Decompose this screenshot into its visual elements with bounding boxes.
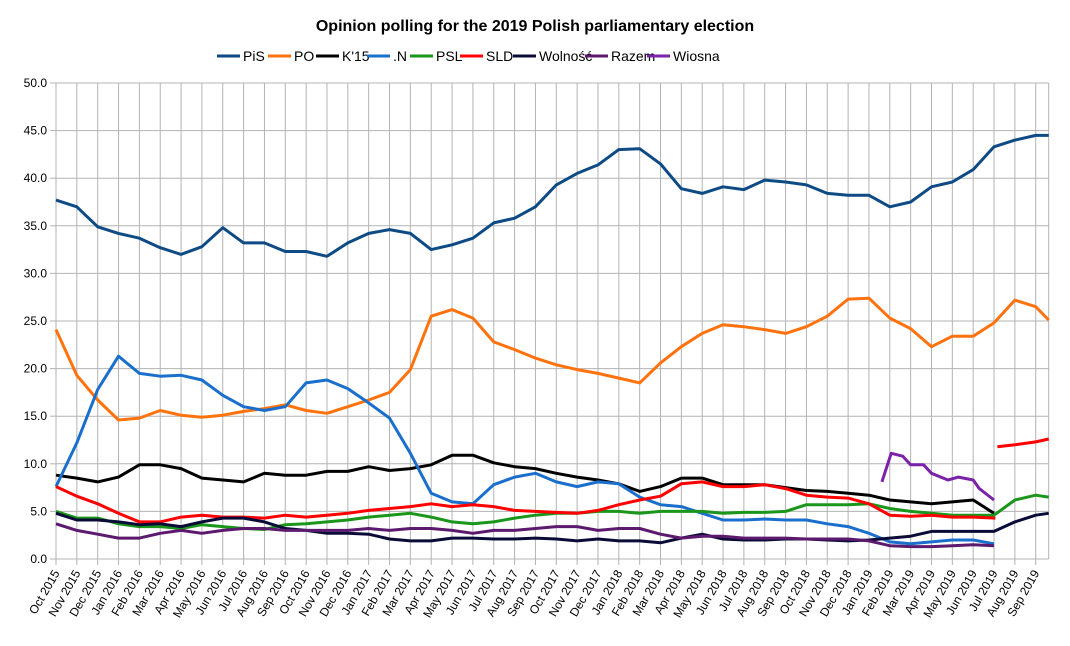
legend-label: PSL bbox=[436, 48, 463, 64]
legend-item: PiS bbox=[217, 48, 265, 64]
legend-label: Wiosna bbox=[673, 48, 720, 64]
legend-label: SLD bbox=[486, 48, 513, 64]
y-tick-label: 15.0 bbox=[24, 409, 48, 423]
y-tick-label: 35.0 bbox=[24, 219, 48, 233]
y-axis: 0.0 5.0 10.0 15.0 20.0 25.0 30.0 35.0 40.0 45.0 50… bbox=[24, 76, 56, 566]
legend-item: PO bbox=[268, 48, 314, 64]
series-line-wolno bbox=[55, 511, 1049, 545]
legend-label: PO bbox=[294, 48, 314, 64]
y-tick-label: 10.0 bbox=[24, 457, 48, 471]
series-line-po bbox=[54, 296, 1050, 422]
y-tick-label: 25.0 bbox=[24, 314, 48, 328]
legend-item: .N bbox=[367, 48, 407, 64]
series-line-razem bbox=[55, 522, 995, 549]
legend-item: Wolność bbox=[513, 48, 592, 64]
legend-item: Razem bbox=[585, 48, 655, 64]
legend-item: PSL bbox=[410, 48, 463, 64]
series-line-pis bbox=[55, 133, 1049, 258]
legend-label: PiS bbox=[243, 48, 265, 64]
y-tick-label: 0.0 bbox=[30, 552, 47, 566]
legend-label: K'15 bbox=[342, 48, 370, 64]
series-lines bbox=[54, 133, 1050, 549]
legend-item: SLD bbox=[460, 48, 513, 64]
y-tick-label: 45.0 bbox=[24, 124, 48, 138]
y-tick-label: 5.0 bbox=[30, 504, 47, 518]
series-line-k15 bbox=[55, 453, 995, 515]
series-line-sld bbox=[55, 437, 1050, 524]
y-tick-label: 40.0 bbox=[24, 171, 48, 185]
legend-item: Wiosna bbox=[647, 48, 720, 64]
y-tick-label: 20.0 bbox=[24, 362, 48, 376]
legend-label: Wolność bbox=[539, 48, 592, 64]
chart-title: Opinion polling for the 2019 Polish parl… bbox=[316, 18, 754, 35]
legend-label: Razem bbox=[611, 48, 655, 64]
legend-item: K'15 bbox=[316, 48, 370, 64]
y-tick-label: 30.0 bbox=[24, 266, 48, 280]
series-line-n bbox=[54, 354, 995, 546]
legend: PiS PO K'15 .N PSL SLD Wolność Razem Wiosna bbox=[217, 48, 720, 64]
legend-label: .N bbox=[393, 48, 407, 64]
series-line-wiosna bbox=[880, 451, 995, 502]
y-tick-label: 50.0 bbox=[24, 76, 48, 90]
